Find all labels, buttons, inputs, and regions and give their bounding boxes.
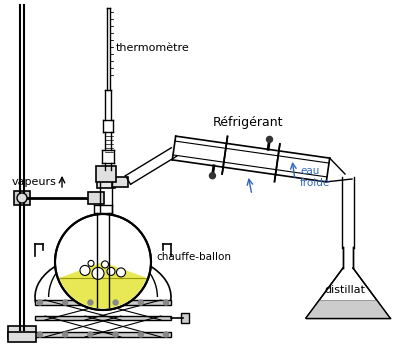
FancyBboxPatch shape: [35, 332, 171, 337]
Circle shape: [102, 261, 108, 268]
Circle shape: [38, 300, 42, 305]
FancyBboxPatch shape: [14, 191, 30, 205]
Text: thermomètre: thermomètre: [116, 43, 190, 53]
Circle shape: [55, 214, 151, 310]
Wedge shape: [59, 262, 147, 308]
FancyBboxPatch shape: [8, 326, 36, 338]
Circle shape: [88, 300, 93, 305]
Circle shape: [80, 265, 90, 275]
FancyBboxPatch shape: [96, 166, 116, 182]
FancyBboxPatch shape: [35, 300, 171, 305]
Text: Réfrigérant: Réfrigérant: [213, 116, 284, 128]
Text: chauffe-ballon: chauffe-ballon: [156, 252, 231, 262]
Text: eau
froide: eau froide: [300, 166, 330, 188]
Circle shape: [138, 300, 143, 305]
Circle shape: [17, 193, 27, 203]
Circle shape: [138, 332, 143, 337]
Text: vapeurs: vapeurs: [12, 177, 57, 187]
FancyBboxPatch shape: [181, 313, 189, 323]
FancyBboxPatch shape: [8, 332, 36, 342]
FancyBboxPatch shape: [112, 177, 128, 187]
FancyBboxPatch shape: [97, 174, 115, 188]
Circle shape: [113, 300, 118, 305]
Circle shape: [38, 332, 42, 337]
Text: distillat: distillat: [324, 285, 366, 295]
Circle shape: [88, 260, 94, 266]
Circle shape: [113, 332, 118, 337]
Circle shape: [266, 136, 272, 142]
Circle shape: [116, 268, 126, 277]
Circle shape: [88, 332, 93, 337]
Circle shape: [164, 332, 168, 337]
Circle shape: [63, 300, 68, 305]
Polygon shape: [306, 300, 390, 318]
Circle shape: [107, 267, 115, 275]
Circle shape: [92, 267, 104, 279]
Circle shape: [164, 300, 168, 305]
Circle shape: [210, 173, 216, 179]
Circle shape: [63, 332, 68, 337]
FancyBboxPatch shape: [88, 192, 104, 204]
FancyBboxPatch shape: [35, 316, 171, 320]
